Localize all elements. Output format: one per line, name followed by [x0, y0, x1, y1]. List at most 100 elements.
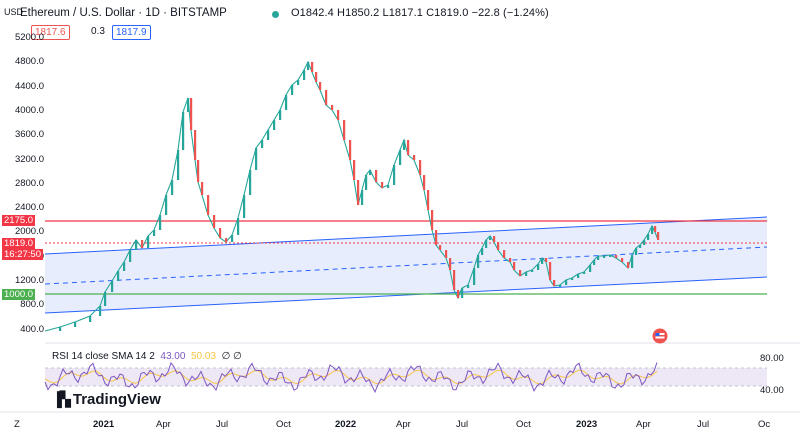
time-axis-label: 2023	[576, 419, 598, 430]
price-candle	[565, 280, 568, 285]
price-candle	[104, 292, 107, 306]
price-candle	[349, 140, 352, 160]
price-candle	[473, 268, 476, 285]
price-candle	[553, 280, 556, 286]
price-candle	[489, 236, 492, 240]
price-candle	[399, 150, 402, 165]
price-candle	[343, 120, 346, 140]
price-candle	[407, 140, 410, 155]
sell-price-button[interactable]: 1817.6	[31, 25, 70, 40]
price-candle	[509, 258, 512, 262]
price-candle	[315, 72, 318, 82]
buy-price-button[interactable]: 1817.9	[112, 25, 151, 40]
price-candle	[541, 258, 544, 264]
price-candle	[59, 327, 62, 331]
price-candle	[513, 262, 516, 270]
price-candle	[453, 270, 456, 290]
price-candle	[279, 110, 282, 120]
price-candle	[194, 130, 197, 160]
price-candle	[357, 180, 360, 205]
price-axis-label: 1200.0	[14, 275, 44, 286]
price-candle	[643, 240, 646, 245]
price-candle	[190, 98, 193, 130]
price-candle	[123, 262, 126, 271]
price-candle	[207, 195, 210, 215]
price-candle	[243, 195, 246, 218]
price-candle	[219, 228, 222, 238]
price-candle	[361, 190, 364, 205]
economic-event-icon[interactable]	[652, 328, 668, 344]
time-axis-label: Oct	[276, 419, 291, 430]
time-axis-label: Oct	[516, 419, 531, 430]
price-candle	[627, 262, 630, 268]
price-candle	[153, 230, 156, 236]
price-candle	[89, 316, 92, 322]
price-candle	[431, 210, 434, 230]
price-candle	[129, 250, 132, 262]
time-axis-label: Apr	[156, 419, 171, 430]
price-candle	[609, 255, 612, 257]
resistance-price-tag: 2175.0	[2, 215, 36, 226]
price-candle	[603, 256, 606, 258]
symbol-title[interactable]: Ethereum / U.S. Dollar · 1D · BITSTAMP	[20, 7, 227, 19]
price-candle	[519, 270, 522, 276]
price-candle	[657, 232, 660, 240]
currency-selector[interactable]: USD	[4, 7, 24, 17]
price-candle	[331, 105, 334, 110]
price-axis-label: 5200.0	[14, 32, 44, 43]
price-candle	[461, 288, 464, 298]
price-candle	[159, 215, 162, 230]
spread-value: 0.3	[91, 26, 105, 37]
price-candle	[423, 175, 426, 190]
price-axis-label: 4800.0	[14, 56, 44, 68]
price-candle	[319, 82, 322, 90]
tradingview-logo[interactable]: ▐▚ TradingView	[52, 391, 161, 408]
price-candle	[187, 98, 190, 112]
time-axis-label: Jul	[456, 419, 469, 430]
price-candle	[231, 235, 234, 242]
current-price-tag: 1819.0	[2, 238, 36, 249]
price-candle	[413, 155, 416, 160]
price-axis-label: 400.0	[20, 323, 44, 335]
price-candle	[147, 236, 150, 248]
price-candle	[375, 170, 378, 182]
time-axis-label: Oc	[758, 419, 771, 430]
price-candle	[117, 271, 120, 281]
price-candle	[577, 274, 580, 278]
price-candle	[237, 218, 240, 235]
price-candle	[141, 240, 144, 248]
time-axis-label: 2022	[335, 419, 357, 430]
price-candle	[267, 130, 270, 140]
price-candle	[225, 238, 228, 242]
channel-upper-line	[44, 216, 768, 255]
time-axis-label: Apr	[636, 419, 651, 430]
price-axis-label: 4400.0	[14, 80, 44, 92]
price-candle	[165, 195, 168, 215]
price-candle	[311, 62, 314, 72]
timezone-button[interactable]: Z	[14, 419, 20, 430]
price-candle	[631, 255, 634, 268]
price-candle	[249, 170, 252, 195]
price-candle	[439, 245, 442, 250]
price-axis-label: 3600.0	[14, 129, 44, 141]
price-candle	[273, 120, 276, 130]
price-candle	[531, 270, 534, 272]
price-candle	[559, 285, 562, 287]
price-candle	[381, 182, 384, 188]
price-candle	[353, 160, 356, 180]
price-candle	[445, 250, 448, 258]
price-candle	[537, 264, 540, 270]
price-candle	[369, 170, 372, 175]
price-candle	[615, 255, 618, 258]
price-candle	[303, 70, 306, 80]
rsi-legend[interactable]: RSI 14 close SMA 14 2 43.00 50.03 ∅ ∅	[52, 351, 242, 362]
price-candle	[435, 230, 438, 245]
price-candle	[597, 256, 600, 260]
price-axis-label: 3200.0	[14, 153, 44, 165]
time-axis-label: Apr	[396, 419, 411, 430]
price-candle	[635, 248, 638, 255]
bar-countdown: 16:27:50	[2, 249, 43, 260]
price-candle	[171, 180, 174, 195]
price-axis-label: 2400.0	[14, 202, 44, 214]
